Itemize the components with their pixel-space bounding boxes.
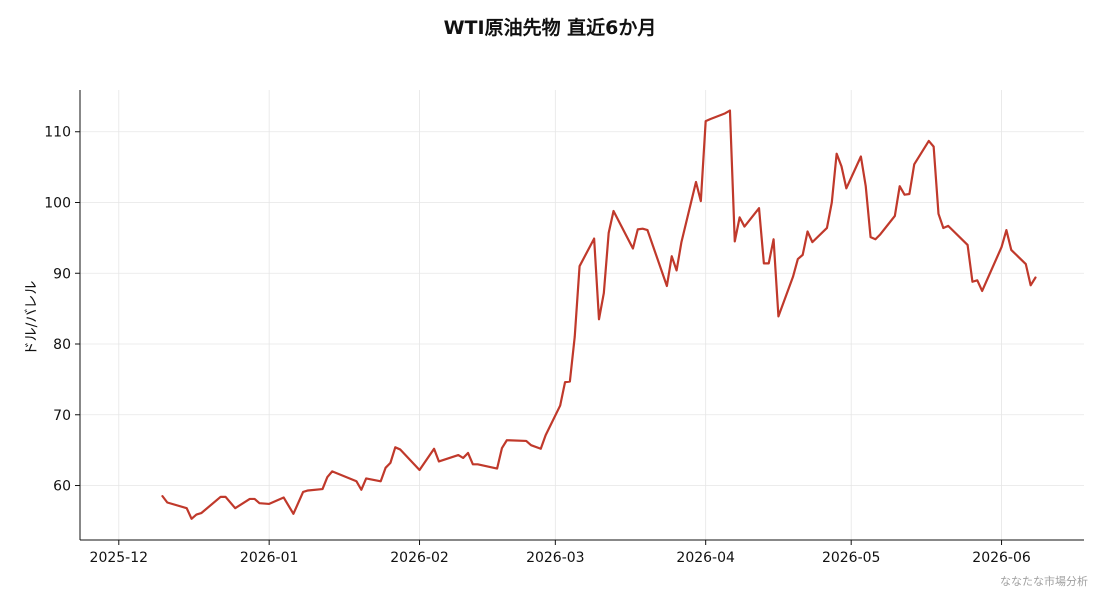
x-tick-label: 2026-02 bbox=[390, 550, 449, 566]
grid-lines bbox=[80, 90, 1084, 540]
y-tick-label: 110 bbox=[44, 125, 71, 141]
x-tick-label: 2026-04 bbox=[676, 550, 735, 566]
y-axis-label: ドル/バレル bbox=[24, 281, 40, 356]
x-tick-label: 2026-06 bbox=[972, 550, 1031, 566]
axes bbox=[75, 90, 1084, 545]
x-tick-label: 2026-05 bbox=[822, 550, 881, 566]
y-tick-label: 90 bbox=[53, 266, 71, 282]
x-tick-label: 2026-03 bbox=[526, 550, 585, 566]
y-tick-label: 100 bbox=[44, 196, 71, 212]
y-tick-label: 70 bbox=[53, 408, 71, 424]
tick-labels: 60 70 80 90 100 110 2025-12 2026-01 2026-02 2026-… bbox=[44, 125, 1031, 566]
watermark: ななたな市場分析 bbox=[1000, 575, 1088, 588]
y-tick-label: 80 bbox=[53, 337, 71, 353]
x-tick-label: 2025-12 bbox=[90, 550, 149, 566]
price-series-line bbox=[161, 109, 1037, 520]
chart-title: WTI原油先物 直近6か月 bbox=[443, 17, 657, 39]
series bbox=[161, 109, 1037, 520]
y-tick-label: 60 bbox=[53, 479, 71, 495]
x-tick-label: 2026-01 bbox=[240, 550, 299, 566]
